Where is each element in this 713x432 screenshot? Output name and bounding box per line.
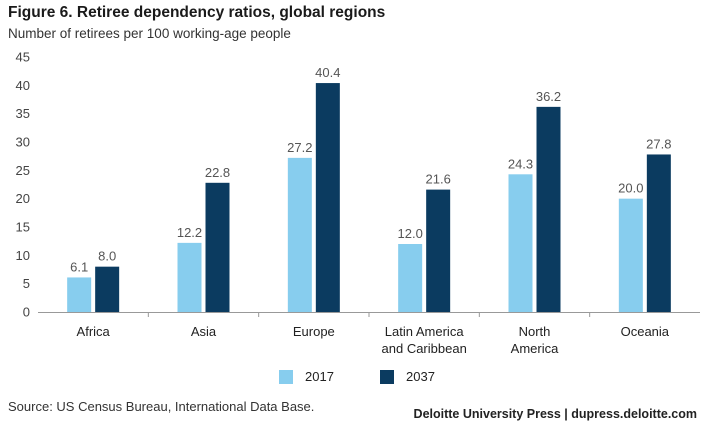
legend-item-2017: 2017 bbox=[279, 369, 334, 384]
publisher-credit: Deloitte University Press | dupress.delo… bbox=[413, 407, 697, 421]
legend-label-2037: 2037 bbox=[406, 369, 435, 384]
y-tick-label-40: 40 bbox=[16, 78, 30, 93]
y-tick-label-30: 30 bbox=[16, 135, 30, 150]
x-tick-label-north-america: North America bbox=[511, 324, 559, 356]
bar-north-america-2017 bbox=[508, 174, 533, 312]
y-tick-label-25: 25 bbox=[16, 163, 30, 178]
y-axis: 0 5 10 15 20 25 30 35 40 45 bbox=[16, 50, 30, 320]
source-note: Source: US Census Bureau, International … bbox=[8, 399, 315, 414]
data-label-africa-2017: 6.1 bbox=[70, 259, 88, 274]
data-label-europe-2017: 27.2 bbox=[287, 140, 312, 155]
x-tick-label-africa: Africa bbox=[77, 324, 111, 339]
data-label-oceania-2017: 20.0 bbox=[618, 181, 643, 196]
data-label-north-america-2017: 24.3 bbox=[508, 156, 533, 171]
bar-latin-america-and-caribbean-2017 bbox=[398, 244, 423, 312]
legend-swatch-2037 bbox=[380, 369, 394, 384]
bar-asia-2037 bbox=[205, 182, 230, 312]
data-label-asia-2037: 22.8 bbox=[205, 165, 230, 180]
data-label-europe-2037: 40.4 bbox=[315, 65, 340, 80]
legend-swatch-2017 bbox=[279, 369, 293, 384]
y-tick-label-10: 10 bbox=[16, 248, 30, 263]
chart-title: Figure 6. Retiree dependency ratios, glo… bbox=[8, 4, 386, 21]
bar-europe-2037 bbox=[315, 83, 340, 312]
x-tick-label-latin-america-and-caribbean: Latin America and Caribbean bbox=[382, 324, 467, 356]
bar-africa-2017 bbox=[67, 277, 92, 312]
bar-africa-2037 bbox=[95, 266, 120, 312]
chart-subtitle: Number of retirees per 100 working-age p… bbox=[8, 26, 291, 41]
bar-oceania-2037 bbox=[646, 154, 671, 312]
y-tick-label-20: 20 bbox=[16, 191, 30, 206]
bar-latin-america-and-caribbean-2037 bbox=[426, 189, 451, 312]
bars: 6.1 8.0 12.2 22.8 27.2 40.4 12.0 21.6 24.3 36.2 20… bbox=[67, 65, 671, 312]
bar-oceania-2017 bbox=[618, 198, 643, 312]
x-tick-label-asia: Asia bbox=[191, 324, 217, 339]
data-label-latin-america-and-caribbean-2037: 21.6 bbox=[426, 172, 451, 187]
y-tick-label-35: 35 bbox=[16, 106, 30, 121]
data-label-oceania-2037: 27.8 bbox=[646, 136, 671, 151]
legend-item-2037: 2037 bbox=[380, 369, 435, 384]
data-label-asia-2017: 12.2 bbox=[177, 225, 202, 240]
x-tick-label-europe: Europe bbox=[293, 324, 335, 339]
legend-label-2017: 2017 bbox=[305, 369, 334, 384]
bar-europe-2017 bbox=[287, 157, 312, 312]
bar-north-america-2037 bbox=[536, 106, 561, 312]
legend: 2017 2037 bbox=[0, 369, 713, 391]
y-tick-label-15: 15 bbox=[16, 220, 30, 235]
data-label-africa-2037: 8.0 bbox=[98, 249, 116, 264]
y-tick-label-5: 5 bbox=[23, 276, 30, 291]
x-tick-label-oceania: Oceania bbox=[621, 324, 670, 339]
bar-asia-2017 bbox=[177, 242, 202, 312]
data-label-north-america-2037: 36.2 bbox=[536, 89, 561, 104]
y-tick-label-0: 0 bbox=[23, 305, 30, 320]
y-tick-label-45: 45 bbox=[16, 50, 30, 65]
x-axis: Africa Asia Europe Latin America and Caribbe… bbox=[38, 312, 700, 356]
data-label-latin-america-and-caribbean-2017: 12.0 bbox=[398, 226, 423, 241]
